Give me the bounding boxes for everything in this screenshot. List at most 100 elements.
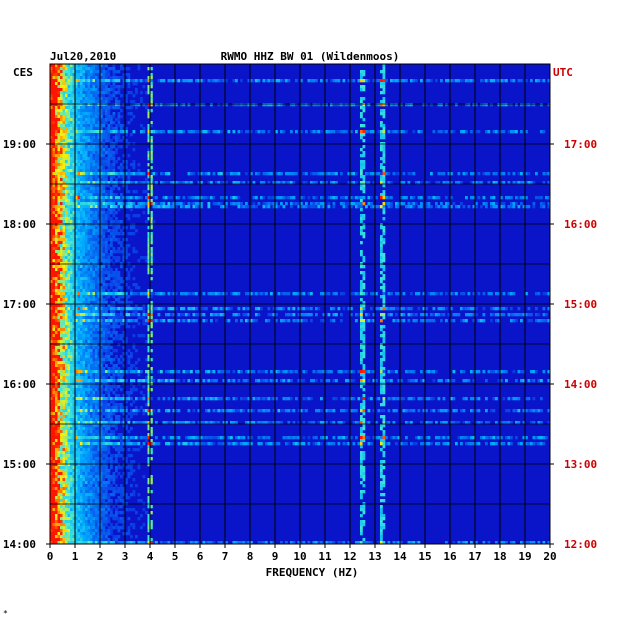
heatmap-cell [90,331,93,335]
heatmap-cell [362,163,366,167]
heatmap-cell [125,292,128,296]
heatmap-cell [82,115,86,119]
heatmap-cell [365,370,368,374]
heatmap-cell [60,346,63,350]
heatmap-cell [215,319,218,323]
heatmap-cell [67,343,71,347]
heatmap-cell [230,202,233,206]
heatmap-cell [85,340,88,344]
heatmap-cell [107,274,111,278]
heatmap-cell [280,79,283,83]
heatmap-cell [72,268,76,272]
heatmap-cell [85,124,88,128]
heatmap-cell [130,205,133,209]
heatmap-cell [70,112,73,116]
heatmap-cell [130,313,133,317]
heatmap-cell [450,205,453,209]
heatmap-cell [67,301,71,305]
heatmap-cell [130,103,133,107]
heatmap-cell [90,79,93,83]
heatmap-cell [62,157,66,161]
heatmap-cell [150,154,153,158]
heatmap-cell [497,370,501,374]
heatmap-cell [97,277,101,281]
heatmap-cell [67,169,71,173]
heatmap-cell [60,250,63,254]
heatmap-cell [300,205,303,209]
heatmap-cell [125,106,128,110]
heatmap-cell [352,172,356,176]
heatmap-cell [67,154,71,158]
heatmap-cell [107,238,111,242]
heatmap-cell [412,130,416,134]
heatmap-cell [112,313,116,317]
heatmap-cell [185,205,188,209]
heatmap-cell [120,220,123,224]
heatmap-cell [135,103,138,107]
heatmap-cell [147,313,151,317]
heatmap-cell [107,157,111,161]
heatmap-cell [95,313,98,317]
heatmap-cell [100,271,103,275]
heatmap-cell [362,265,366,269]
heatmap-cell [327,130,331,134]
heatmap-cell [100,253,103,257]
heatmap-cell [92,292,96,296]
heatmap-cell [60,136,63,140]
heatmap-cell [225,307,228,311]
heatmap-cell [492,307,496,311]
heatmap-cell [157,202,161,206]
heatmap-cell [52,139,56,143]
heatmap-cell [125,202,128,206]
heatmap-cell [67,367,71,371]
heatmap-cell [75,316,78,320]
heatmap-cell [87,376,91,380]
heatmap-cell [127,196,131,200]
heatmap-cell [72,307,76,311]
heatmap-cell [105,295,108,299]
heatmap-cell [147,295,151,299]
heatmap-cell [217,130,221,134]
heatmap-cell [362,349,366,353]
heatmap-cell [95,283,98,287]
heatmap-cell [447,202,451,206]
heatmap-cell [92,172,96,176]
heatmap-cell [72,220,76,224]
heatmap-cell [87,235,91,239]
heatmap-cell [77,160,81,164]
heatmap-cell [82,253,86,257]
heatmap-cell [55,190,58,194]
heatmap-cell [87,175,91,179]
heatmap-cell [322,181,326,185]
heatmap-cell [380,130,383,134]
heatmap-cell [415,79,418,83]
heatmap-cell [150,172,153,176]
heatmap-cell [142,85,146,89]
heatmap-cell [145,322,148,326]
heatmap-cell [360,208,363,212]
heatmap-cell [487,130,491,134]
heatmap-cell [122,178,126,182]
heatmap-cell [57,343,61,347]
heatmap-cell [67,211,71,215]
heatmap-cell [55,283,58,287]
heatmap-cell [117,91,121,95]
heatmap-cell [62,367,66,371]
heatmap-cell [85,241,88,245]
heatmap-cell [110,313,113,317]
heatmap-cell [127,106,131,110]
heatmap-cell [360,160,363,164]
heatmap-cell [95,325,98,329]
heatmap-cell [77,331,81,335]
heatmap-cell [95,235,98,239]
heatmap-cell [50,199,53,203]
heatmap-cell [65,226,68,230]
heatmap-cell [57,265,61,269]
heatmap-cell [77,97,81,101]
heatmap-cell [105,196,108,200]
heatmap-cell [282,196,286,200]
heatmap-cell [85,229,88,233]
heatmap-cell [290,205,293,209]
heatmap-cell [150,349,153,353]
heatmap-cell [117,241,121,245]
